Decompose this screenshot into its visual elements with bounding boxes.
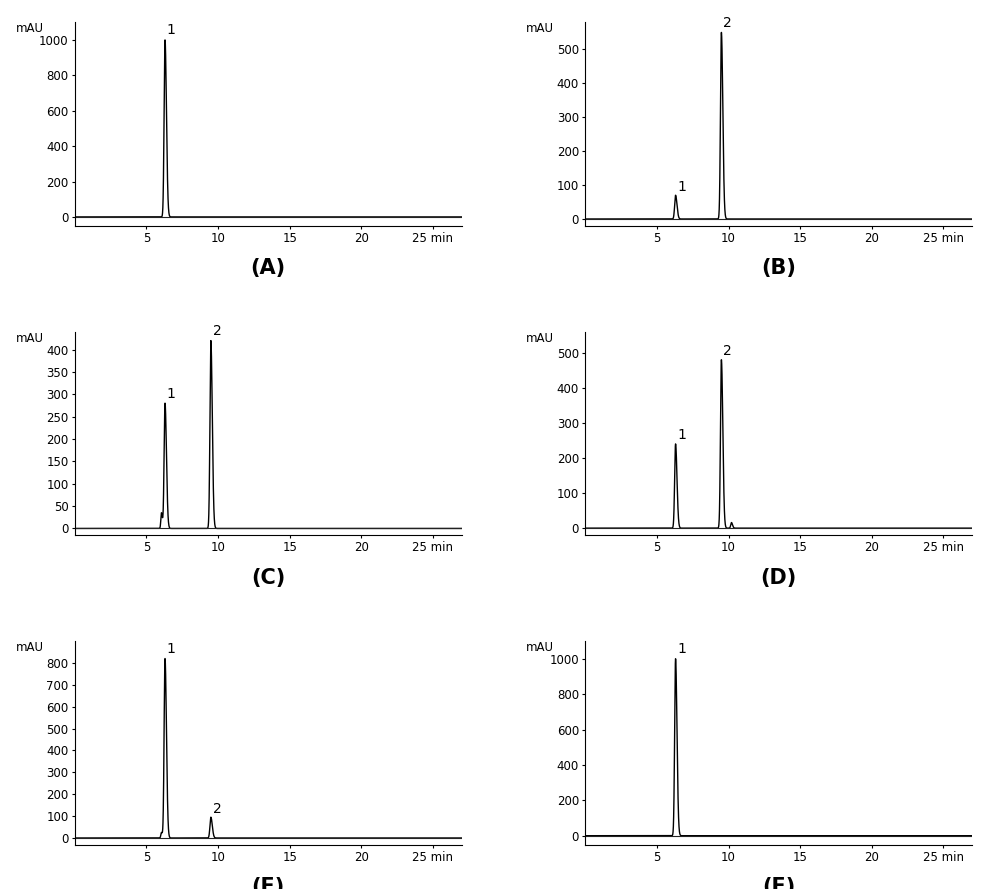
Text: mAU: mAU	[16, 641, 44, 654]
Text: 2: 2	[212, 802, 221, 816]
Text: mAU: mAU	[526, 22, 554, 36]
Text: 1: 1	[677, 180, 686, 194]
Text: mAU: mAU	[526, 332, 554, 345]
Text: 1: 1	[166, 387, 175, 401]
Text: 2: 2	[212, 324, 221, 338]
Text: 2: 2	[723, 16, 732, 29]
Text: (E): (E)	[251, 877, 285, 889]
Text: (D): (D)	[761, 568, 797, 588]
Text: (B): (B)	[762, 259, 797, 278]
Text: (F): (F)	[762, 877, 796, 889]
Text: 1: 1	[677, 428, 686, 442]
Text: 1: 1	[166, 643, 175, 656]
Text: 1: 1	[677, 642, 686, 656]
Text: 2: 2	[723, 343, 732, 357]
Text: mAU: mAU	[16, 22, 44, 36]
Text: (C): (C)	[251, 568, 285, 588]
Text: mAU: mAU	[16, 332, 44, 345]
Text: 1: 1	[166, 23, 175, 37]
Text: (A): (A)	[250, 259, 286, 278]
Text: mAU: mAU	[526, 641, 554, 654]
